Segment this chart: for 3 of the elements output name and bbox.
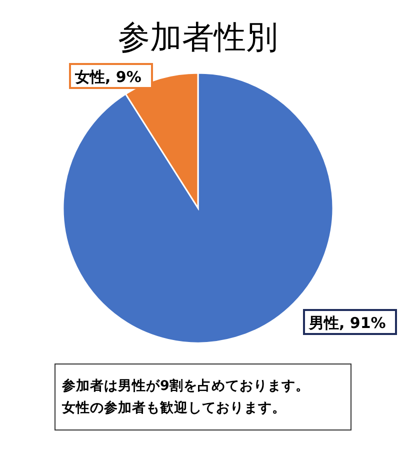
text: 参加者は男性が9割を占めております。 <box>61 377 310 394</box>
text: 女性の参加者も歓迎しております。 <box>61 399 286 416</box>
chart-title: 参加者性別 <box>118 18 278 56</box>
